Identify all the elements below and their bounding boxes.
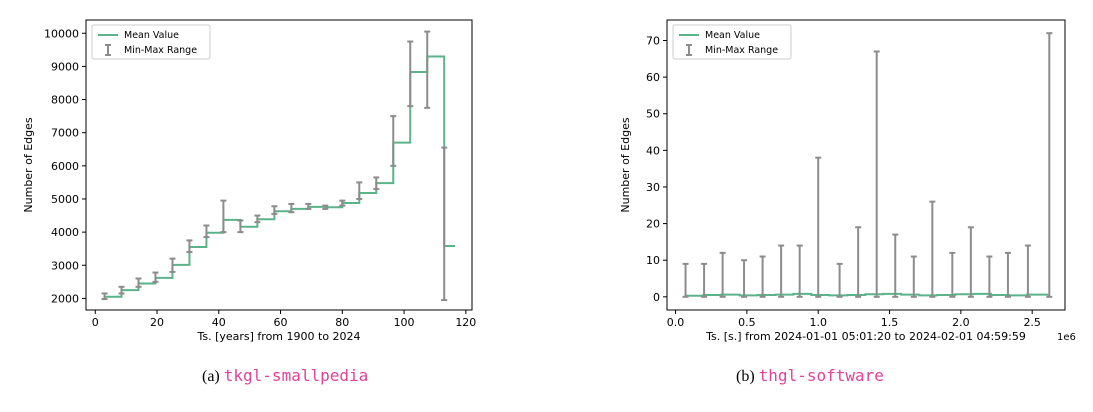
x-tick-label: 60 xyxy=(274,316,288,329)
y-tick-label: 20 xyxy=(646,218,660,231)
y-axis-label: Number of Edges xyxy=(22,117,35,212)
x-tick-label: 100 xyxy=(394,316,415,329)
caption-a-code: tkgl-smallpedia xyxy=(223,366,369,385)
mean-step-line xyxy=(685,292,1049,297)
y-tick-label: 60 xyxy=(646,71,660,84)
y-tick-label: 8000 xyxy=(51,94,79,107)
x-tick-label: 0.0 xyxy=(667,316,685,329)
caption-a: (a) tkgl-smallpedia xyxy=(202,366,368,386)
x-tick-label: 2.5 xyxy=(1023,316,1041,329)
x-offset-label: 1e6 xyxy=(1057,332,1076,343)
x-tick-label: 2.0 xyxy=(952,316,970,329)
y-tick-label: 2000 xyxy=(51,292,79,305)
x-axis-label: Ts. [s.] from 2024-01-01 05:01:20 to 202… xyxy=(705,330,1026,343)
x-tick-label: 20 xyxy=(150,316,164,329)
y-tick-label: 0 xyxy=(653,291,660,304)
x-tick-label: 80 xyxy=(335,316,349,329)
y-tick-label: 50 xyxy=(646,108,660,121)
caption-b-code: thgl-software xyxy=(758,366,884,385)
y-tick-label: 10000 xyxy=(44,27,79,40)
caption-b-label: (b) xyxy=(736,368,755,385)
legend-box xyxy=(672,24,792,60)
legend-range-label: Min-Max Range xyxy=(124,45,197,56)
caption-b: (b) thgl-software xyxy=(736,366,884,386)
y-tick-label: 5000 xyxy=(51,193,79,206)
y-tick-label: 10 xyxy=(646,254,660,267)
y-tick-label: 7000 xyxy=(51,127,79,140)
x-tick-label: 0 xyxy=(92,316,99,329)
y-tick-label: 6000 xyxy=(51,160,79,173)
legend-mean-label: Mean Value xyxy=(705,30,760,41)
legend-range-label: Min-Max Range xyxy=(705,45,778,56)
plot-frame xyxy=(85,19,473,311)
y-tick-label: 70 xyxy=(646,35,660,48)
mean-step-line xyxy=(104,55,456,298)
legend-mean-label: Mean Value xyxy=(124,30,179,41)
x-tick-label: 0.5 xyxy=(738,316,756,329)
x-tick-label: 120 xyxy=(455,316,476,329)
chart-b: 0.0 0.5 1.0 1.5 2.0 2.5 0 10 20 30 40 50 60 70 Ts. [s.… xyxy=(619,19,1076,343)
legend-box xyxy=(91,24,211,60)
y-tick-label: 40 xyxy=(646,144,660,157)
x-tick-label: 1.5 xyxy=(881,316,899,329)
caption-a-label: (a) xyxy=(202,368,220,385)
chart-a: 0 20 40 60 80 100 120 2000 3000 4000 5000 6000 7000 8… xyxy=(22,19,476,343)
x-axis-label: Ts. [years] from 1900 to 2024 xyxy=(196,330,360,343)
y-tick-label: 3000 xyxy=(51,259,79,272)
y-tick-label: 30 xyxy=(646,181,660,194)
y-tick-label: 9000 xyxy=(51,60,79,73)
x-tick-label: 40 xyxy=(212,316,226,329)
y-tick-label: 4000 xyxy=(51,226,79,239)
y-axis-label: Number of Edges xyxy=(619,117,632,212)
plot-frame xyxy=(666,19,1066,311)
x-tick-label: 1.0 xyxy=(809,316,827,329)
